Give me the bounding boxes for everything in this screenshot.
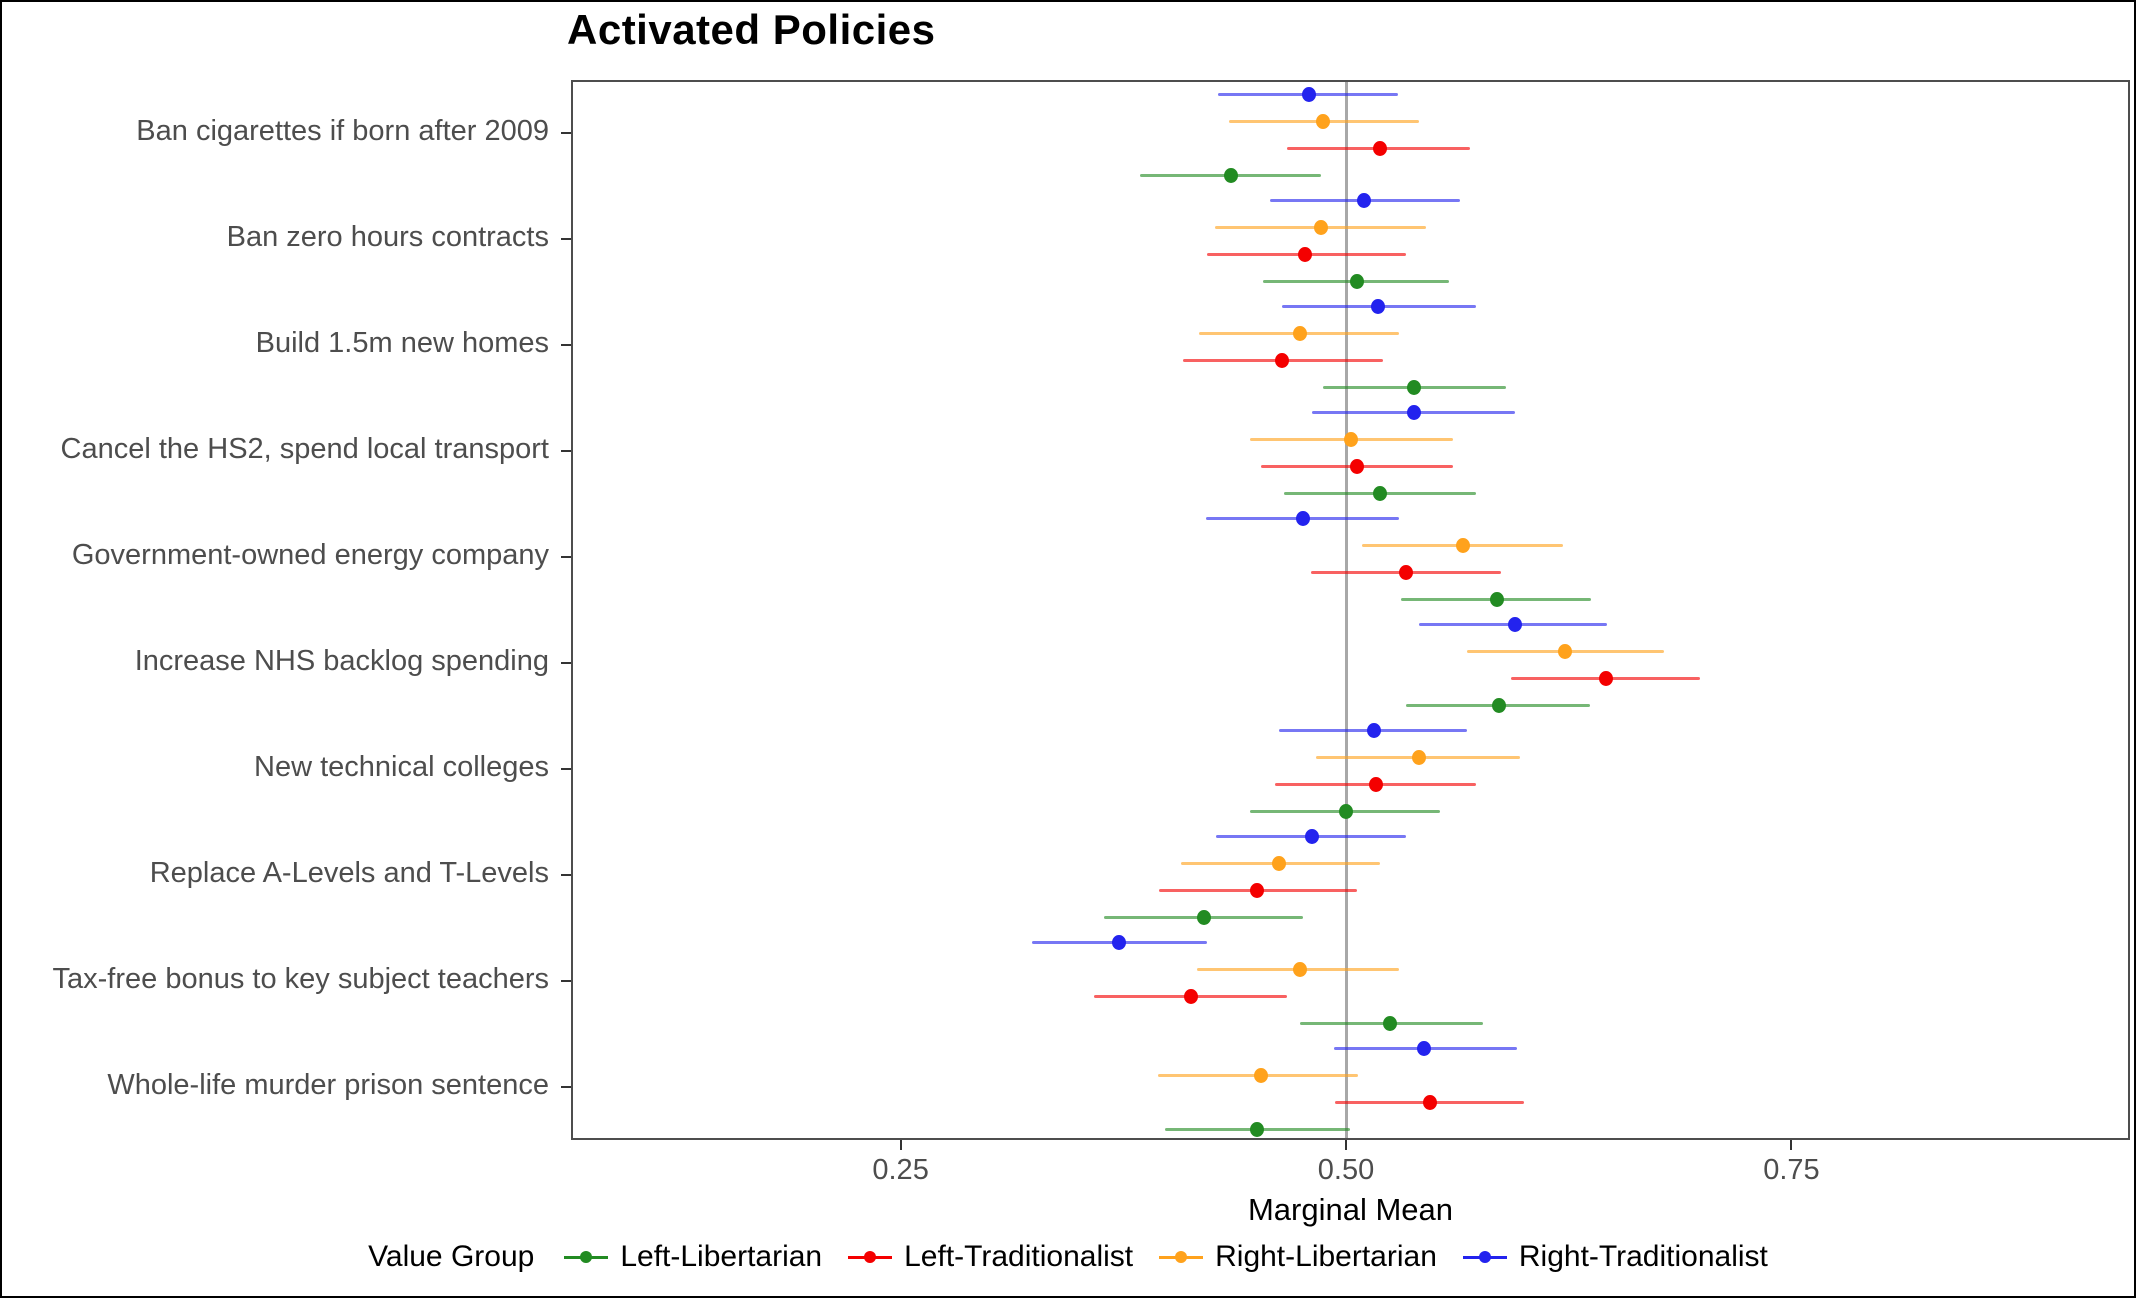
y-axis-label: Increase NHS backlog spending: [134, 645, 549, 678]
y-axis-tick: [561, 450, 571, 452]
data-point: [1507, 617, 1522, 632]
y-axis-label: Whole-life murder prison sentence: [107, 1069, 549, 1102]
data-point: [1372, 486, 1387, 501]
legend-label: Left-Libertarian: [620, 1240, 823, 1273]
data-point: [1349, 459, 1364, 474]
y-axis-tick: [561, 238, 571, 240]
data-point: [1369, 777, 1384, 792]
legend-point-marker-icon: [1462, 1248, 1507, 1266]
y-axis-label: Build 1.5m new homes: [255, 327, 549, 360]
y-axis-tick: [561, 1086, 571, 1088]
data-point: [1417, 1041, 1432, 1056]
x-axis-tick-label: 0.75: [1763, 1154, 1820, 1186]
data-point: [1422, 1095, 1437, 1110]
data-point: [1557, 644, 1572, 659]
data-point: [1383, 1016, 1398, 1031]
legend-point-marker-icon: [1159, 1248, 1204, 1266]
y-axis-label: Tax-free bonus to key subject teachers: [52, 963, 549, 996]
data-point: [1275, 353, 1290, 368]
x-axis-title: Marginal Mean: [1247, 1192, 1454, 1227]
data-point: [1406, 380, 1421, 395]
data-point: [1371, 299, 1386, 314]
legend-item: Left-Libertarian: [564, 1240, 822, 1274]
data-point: [1315, 114, 1330, 129]
legend-item: Right-Traditionalist: [1462, 1240, 1768, 1274]
data-point: [1296, 511, 1311, 526]
legend-point-marker-icon: [848, 1248, 893, 1266]
data-point: [1406, 405, 1421, 420]
y-axis-tick: [561, 980, 571, 982]
y-axis-label: Replace A-Levels and T-Levels: [149, 857, 549, 890]
y-axis-tick: [561, 132, 571, 134]
x-axis-tick: [1345, 1140, 1348, 1150]
y-axis-tick: [561, 344, 571, 346]
data-point: [1271, 856, 1286, 871]
data-point: [1399, 565, 1414, 580]
legend-item: Right-Libertarian: [1159, 1240, 1437, 1274]
data-point: [1339, 804, 1354, 819]
legend-point-marker-icon: [564, 1248, 609, 1266]
data-point: [1196, 910, 1211, 925]
data-point: [1372, 141, 1387, 156]
data-point: [1184, 989, 1199, 1004]
data-point: [1223, 168, 1238, 183]
data-point: [1298, 247, 1313, 262]
legend: Value Group Left-Libertarian Left-Traditi…: [2, 1240, 2134, 1274]
x-axis-tick: [1790, 1140, 1793, 1150]
data-point: [1598, 671, 1613, 686]
legend-label: Right-Traditionalist: [1518, 1240, 1768, 1273]
data-point: [1292, 326, 1307, 341]
legend-item: Left-Traditionalist: [848, 1240, 1133, 1274]
data-point: [1253, 1068, 1268, 1083]
reference-line: [1344, 82, 1348, 1138]
y-axis-label: Cancel the HS2, spend local transport: [60, 433, 549, 466]
y-axis-tick: [561, 874, 571, 876]
y-axis-tick: [561, 556, 571, 558]
legend-label: Right-Libertarian: [1215, 1240, 1437, 1273]
data-point: [1491, 698, 1506, 713]
y-axis-label: New technical colleges: [254, 751, 549, 784]
data-point: [1292, 962, 1307, 977]
data-point: [1367, 723, 1382, 738]
data-point: [1411, 750, 1426, 765]
legend-title: Value Group: [368, 1240, 535, 1273]
x-axis-tick: [899, 1140, 902, 1150]
legend-label: Left-Traditionalist: [904, 1240, 1134, 1273]
data-point: [1456, 538, 1471, 553]
data-point: [1314, 220, 1329, 235]
data-point: [1111, 935, 1126, 950]
chart-title: Activated Policies: [567, 6, 936, 53]
y-axis-label: Ban cigarettes if born after 2009: [136, 115, 549, 148]
data-point: [1305, 829, 1320, 844]
y-axis-tick: [561, 662, 571, 664]
data-point: [1301, 87, 1316, 102]
data-point: [1349, 274, 1364, 289]
data-point: [1356, 193, 1371, 208]
y-axis-label: Ban zero hours contracts: [226, 221, 549, 254]
x-axis-tick-label: 0.25: [872, 1154, 929, 1186]
data-point: [1344, 432, 1359, 447]
y-axis-label: Government-owned energy company: [71, 539, 549, 572]
y-axis-tick: [561, 768, 571, 770]
data-point: [1490, 592, 1505, 607]
x-axis-tick-label: 0.50: [1317, 1154, 1375, 1186]
data-point: [1250, 883, 1265, 898]
data-point: [1250, 1122, 1265, 1137]
plot-panel: [571, 80, 2130, 1140]
